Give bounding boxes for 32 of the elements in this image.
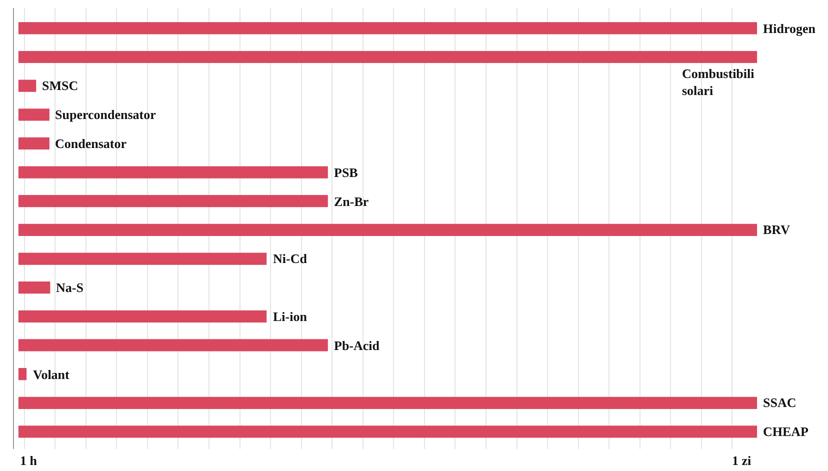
y-tick-label: Li-ion (273, 309, 308, 324)
bar (18, 339, 328, 352)
y-tick-label: PSB (334, 165, 358, 180)
bar (18, 195, 328, 208)
bar (18, 80, 36, 92)
y-tick-label: Hidrogen (763, 21, 816, 36)
bar (18, 166, 328, 178)
y-tick-label: Na-S (56, 280, 84, 295)
bar (18, 396, 758, 409)
bar (18, 137, 50, 150)
y-tick-label: Zn-Br (334, 194, 369, 209)
bar (18, 252, 267, 265)
bar (18, 50, 758, 64)
y-tick-label: BRV (763, 222, 791, 237)
bar (18, 310, 267, 322)
bar (18, 108, 50, 121)
bar (18, 282, 50, 294)
text: 1 h (20, 453, 38, 468)
y-tick-label: SSAC (763, 395, 796, 410)
y-tick-label: Condensator (55, 136, 127, 151)
y-tick-label: Ni-Cd (273, 251, 308, 266)
y-tick-label: Pb-Acid (334, 338, 380, 353)
bar (18, 224, 758, 236)
y-tick-label: SMSC (42, 78, 78, 93)
bar (18, 426, 758, 438)
text: 1 zi (732, 453, 752, 468)
y-tick-label: CHEAP (763, 424, 809, 439)
bar (18, 368, 27, 380)
y-tick-label: Volant (33, 367, 70, 382)
bar (18, 22, 758, 34)
y-tick-label: Supercondensator (55, 107, 156, 122)
y-tick-label: Combustibili solari (682, 66, 755, 98)
